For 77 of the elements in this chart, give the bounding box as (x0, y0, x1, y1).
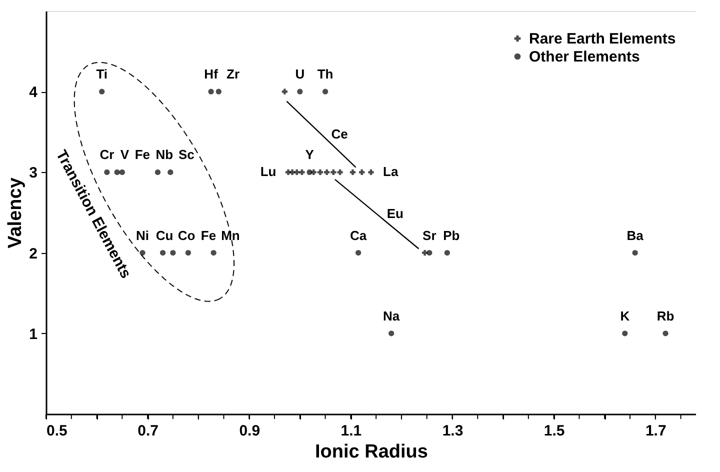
y-tick-label: 2 (29, 245, 38, 262)
point (306, 169, 312, 176)
point (140, 250, 146, 256)
annotation: Lu (260, 164, 276, 180)
point (317, 169, 324, 176)
annotation: Pb (443, 228, 460, 243)
annotation: Nb (156, 147, 174, 162)
x-tick-label: 1.3 (442, 422, 464, 440)
point (170, 250, 176, 256)
annotation: Ni (136, 228, 149, 243)
x-axis-title: Ionic Radius (315, 442, 428, 462)
annotation: Y (305, 147, 314, 162)
annotation: Rb (656, 308, 674, 324)
annotation: Hf (204, 66, 219, 82)
point (632, 250, 638, 256)
point (622, 330, 628, 336)
point (422, 250, 428, 256)
point (185, 250, 192, 256)
annotation: Ce (331, 126, 348, 142)
y-axis-title: Valency (5, 177, 26, 248)
point (114, 169, 120, 176)
annotation: Th (317, 66, 334, 82)
point (355, 250, 362, 256)
y-tick-label: 3 (29, 164, 38, 182)
annotation: Sr (422, 228, 436, 243)
annotation: Fe (200, 228, 216, 243)
annotation: Na (383, 308, 400, 324)
annotation: Cr (100, 147, 114, 162)
annotation: Ti (96, 66, 108, 82)
point (282, 88, 288, 94)
x-tick-label: 0.5 (46, 422, 68, 440)
annotation: La (383, 164, 399, 180)
point (426, 250, 432, 256)
legend-label: Rare Earth Elements (529, 30, 676, 48)
annotation: Mn (221, 228, 240, 243)
point (322, 88, 328, 94)
point (299, 169, 305, 176)
point (104, 169, 110, 176)
annotation: Fe (134, 147, 150, 162)
point (297, 88, 303, 94)
x-tick-label: 0.9 (239, 422, 260, 440)
point (208, 88, 214, 94)
annotation: Zr (226, 66, 240, 82)
point (119, 169, 125, 176)
point (337, 169, 343, 176)
y-tick-label: 4 (29, 84, 38, 102)
point (359, 169, 365, 176)
point (160, 250, 166, 256)
point (662, 330, 668, 336)
x-tick-label: 1.7 (645, 422, 666, 440)
point (216, 88, 222, 94)
annotation: U (295, 66, 305, 82)
annotation: V (120, 147, 130, 162)
point (154, 169, 161, 176)
x-tick-label: 1.1 (340, 422, 362, 440)
annotation: Ba (626, 228, 644, 243)
point (99, 88, 105, 94)
point (168, 169, 174, 176)
annotation: Co (178, 228, 196, 243)
point (294, 169, 300, 176)
x-tick-label: 0.7 (138, 422, 158, 440)
point (368, 169, 374, 176)
point (330, 169, 336, 176)
point (350, 169, 356, 176)
point (388, 330, 394, 336)
y-tick-label: 1 (29, 326, 38, 343)
point (289, 169, 296, 176)
point (324, 169, 330, 176)
point (444, 250, 450, 256)
annotation: K (620, 308, 630, 324)
annotation: Ca (350, 228, 368, 243)
annotation: Sc (178, 147, 194, 162)
x-tick-label: 1.5 (544, 422, 565, 440)
point (210, 250, 216, 256)
annotation: Eu (386, 206, 404, 222)
legend-label: Other Elements (529, 48, 640, 66)
annotation: Cu (156, 228, 174, 243)
